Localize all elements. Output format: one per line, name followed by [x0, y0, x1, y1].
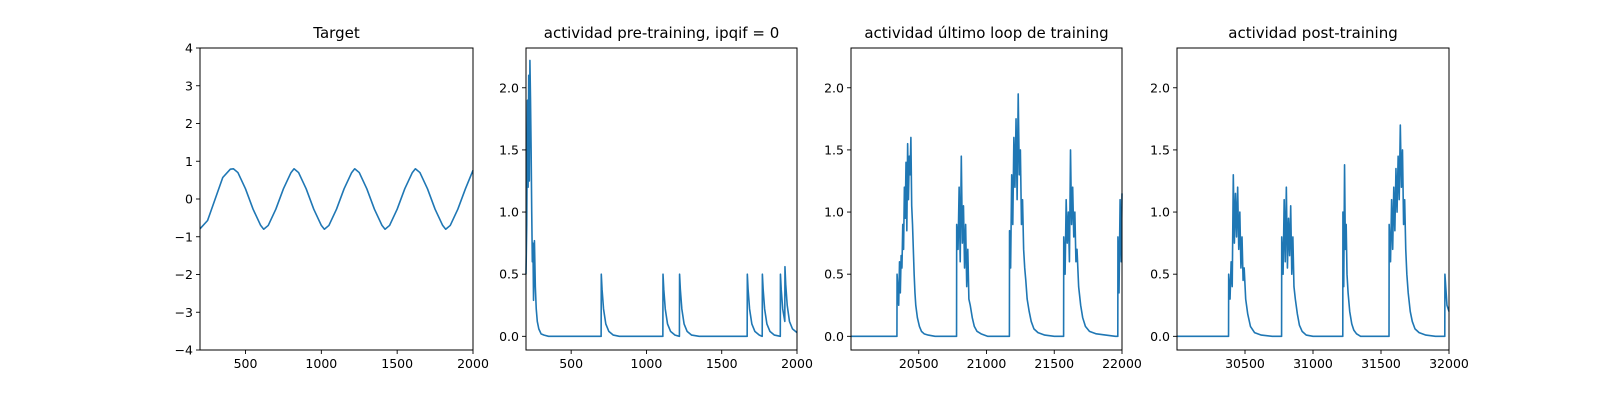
y-tick-label: 1.0 [499, 205, 519, 220]
y-tick-label: 1 [185, 154, 193, 169]
series-line [1177, 124, 1450, 338]
subplot-3: actividad último loop de training 20500 21… [824, 24, 1142, 371]
x-tick-label: 500 [234, 356, 258, 371]
x-tick-label: 1500 [381, 356, 413, 371]
plot-frame [525, 47, 798, 351]
y-tick-label: 1.0 [824, 205, 844, 220]
y-tick-label: 0.5 [824, 267, 844, 282]
series-line [525, 59, 798, 338]
x-tick-label: 1000 [305, 356, 337, 371]
x-tick-label: 2000 [457, 356, 489, 371]
subplot-title: actividad último loop de training [864, 24, 1108, 42]
subplot-title: Target [312, 24, 360, 42]
x-tick-label: 2000 [781, 356, 813, 371]
subplot-2: actividad pre-training, ipqif = 0 500 1000… [499, 24, 813, 371]
x-tick-label: 32000 [1429, 356, 1469, 371]
y-tick-label: 2 [185, 116, 193, 131]
y-tick-label: 0.0 [824, 329, 844, 344]
x-tick-label: 21000 [967, 356, 1007, 371]
subplot-title: actividad pre-training, ipqif = 0 [544, 24, 780, 42]
y-tick-label: −4 [175, 343, 193, 358]
y-tick-label: −1 [175, 229, 193, 244]
y-tick-label: 4 [185, 41, 193, 56]
y-tick-label: 0 [185, 192, 193, 207]
y-tick-label: 2.0 [499, 80, 519, 95]
x-tick-label: 20500 [899, 356, 939, 371]
y-tick-label: 0.0 [1150, 329, 1170, 344]
x-tick-label: 21500 [1034, 356, 1074, 371]
plot-frame [1176, 47, 1450, 351]
subplot-4: actividad post-training 30500 31000 31500 32… [1150, 24, 1469, 371]
y-tick-label: 1.0 [1150, 205, 1170, 220]
y-tick-label: 1.5 [1150, 142, 1170, 157]
x-tick-label: 500 [559, 356, 583, 371]
y-tick-label: 1.5 [824, 142, 844, 157]
series-line [199, 168, 474, 230]
x-tick-label: 1000 [631, 356, 663, 371]
y-tick-label: −3 [175, 305, 193, 320]
x-tick-label: 31000 [1293, 356, 1333, 371]
subplot-title: actividad post-training [1228, 24, 1397, 42]
y-tick-label: 0.0 [499, 329, 519, 344]
x-tick-label: 30500 [1225, 356, 1265, 371]
x-tick-label: 31500 [1361, 356, 1401, 371]
y-tick-label: 3 [185, 78, 193, 93]
series-line [851, 93, 1123, 338]
x-tick-label: 22000 [1102, 356, 1142, 371]
subplot-1: Target 500 1000 1500 2000 −4 −3 −2 −1 0 1 2 3 4 [175, 24, 489, 371]
y-tick-label: 2.0 [1150, 80, 1170, 95]
y-tick-label: 2.0 [824, 80, 844, 95]
y-tick-label: 0.5 [1150, 267, 1170, 282]
y-tick-label: −2 [175, 267, 193, 282]
y-tick-label: 0.5 [499, 267, 519, 282]
y-tick-label: 1.5 [499, 142, 519, 157]
x-tick-label: 1500 [706, 356, 738, 371]
